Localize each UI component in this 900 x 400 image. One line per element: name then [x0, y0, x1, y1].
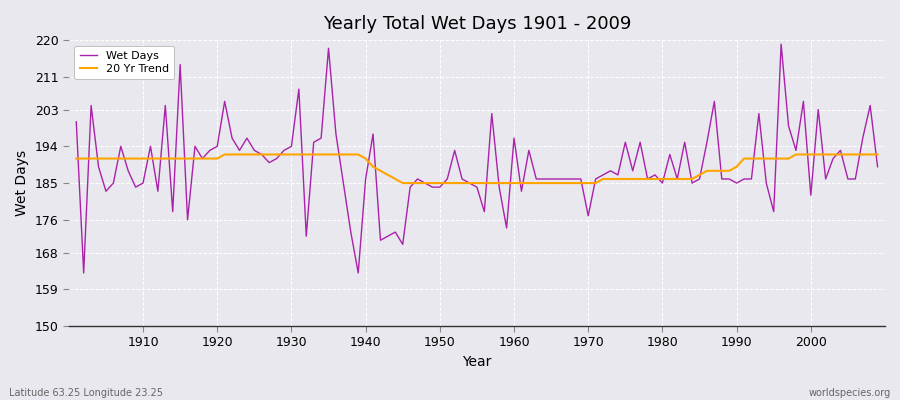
Wet Days	[872, 164, 883, 169]
Legend: Wet Days, 20 Yr Trend: Wet Days, 20 Yr Trend	[75, 46, 175, 79]
Wet Days	[508, 136, 519, 140]
20 Yr Trend	[301, 152, 311, 157]
Wet Days	[71, 120, 82, 124]
Title: Yearly Total Wet Days 1901 - 2009: Yearly Total Wet Days 1901 - 2009	[323, 15, 631, 33]
Text: worldspecies.org: worldspecies.org	[809, 388, 891, 398]
20 Yr Trend	[130, 156, 141, 161]
Text: Latitude 63.25 Longitude 23.25: Latitude 63.25 Longitude 23.25	[9, 388, 163, 398]
Wet Days	[78, 270, 89, 275]
Line: 20 Yr Trend: 20 Yr Trend	[76, 154, 878, 183]
20 Yr Trend	[397, 181, 408, 186]
20 Yr Trend	[613, 176, 624, 181]
20 Yr Trend	[872, 152, 883, 157]
Wet Days	[301, 234, 311, 238]
20 Yr Trend	[220, 152, 230, 157]
Wet Days	[516, 189, 526, 194]
Line: Wet Days: Wet Days	[76, 44, 878, 273]
Wet Days	[138, 181, 148, 186]
20 Yr Trend	[71, 156, 82, 161]
Wet Days	[776, 42, 787, 46]
20 Yr Trend	[516, 181, 526, 186]
X-axis label: Year: Year	[463, 355, 491, 369]
20 Yr Trend	[346, 152, 356, 157]
Y-axis label: Wet Days: Wet Days	[15, 150, 29, 216]
Wet Days	[605, 168, 616, 173]
20 Yr Trend	[524, 181, 535, 186]
Wet Days	[346, 230, 356, 234]
